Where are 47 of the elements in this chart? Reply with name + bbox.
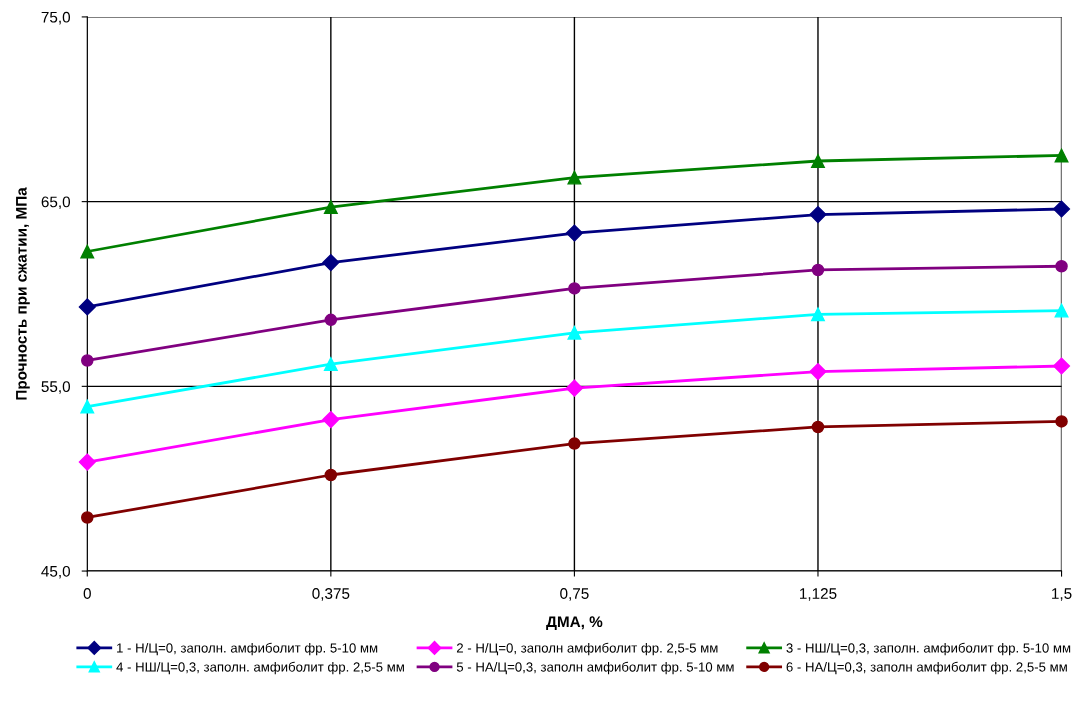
point xyxy=(1055,260,1068,273)
point xyxy=(565,379,583,397)
point xyxy=(78,453,96,471)
x-tick-label: 0,375 xyxy=(312,588,350,601)
point xyxy=(809,363,827,381)
point xyxy=(81,354,94,367)
legend-label: 1 - Н/Ц=0, заполн. амфиболит фр. 5-10 мм xyxy=(117,642,378,656)
point xyxy=(567,325,582,340)
point xyxy=(323,200,338,215)
y-tick-label: 65,0 xyxy=(41,196,71,210)
point xyxy=(78,298,96,316)
point xyxy=(809,206,827,224)
y-axis-title: Прочность при сжатии, МПа xyxy=(16,187,30,400)
point xyxy=(322,411,340,429)
point xyxy=(567,170,582,185)
point xyxy=(323,357,338,372)
point xyxy=(1052,357,1071,375)
point xyxy=(80,399,95,414)
point xyxy=(1055,415,1068,428)
point xyxy=(811,154,825,168)
y-tick-label: 75,0 xyxy=(41,11,71,25)
legend-label: 3 - НШ/Ц=0,3, заполн. амфиболит фр. 5-10 мм xyxy=(786,642,1071,656)
y-tick-label: 55,0 xyxy=(41,381,71,394)
point xyxy=(568,437,581,450)
point xyxy=(811,307,825,322)
point xyxy=(811,420,825,434)
point xyxy=(80,244,95,259)
x-tick-label: 1,5 xyxy=(1052,588,1072,601)
point xyxy=(81,511,94,524)
x-axis-title: ДМА, % xyxy=(546,616,603,630)
point xyxy=(324,313,338,327)
point xyxy=(322,254,340,272)
legend-label: 6 - НА/Ц=0,3, заполн амфиболит фр. 2,5-5 мм xyxy=(786,661,1067,675)
x-tick-label: 0 xyxy=(83,588,91,599)
point xyxy=(1052,200,1071,218)
y-tick-label: 45,0 xyxy=(41,565,71,579)
legend-label: 5 - НА/Ц=0,3, заполн амфиболит фр. 5-10 мм xyxy=(456,661,734,675)
point xyxy=(568,282,581,295)
point xyxy=(1054,148,1069,163)
point xyxy=(1054,303,1069,318)
point xyxy=(324,468,338,482)
legend-label: 2 - Н/Ц=0, заполн амфиболит фр. 2,5-5 мм xyxy=(456,642,718,656)
legend-label: 4 - НШ/Ц=0,3, заполн. амфиболит фр. 2,5-5 мм xyxy=(116,661,404,675)
point xyxy=(565,224,583,242)
point xyxy=(811,263,825,277)
x-tick-label: 1,125 xyxy=(800,588,837,601)
x-tick-label: 0,75 xyxy=(560,588,589,601)
